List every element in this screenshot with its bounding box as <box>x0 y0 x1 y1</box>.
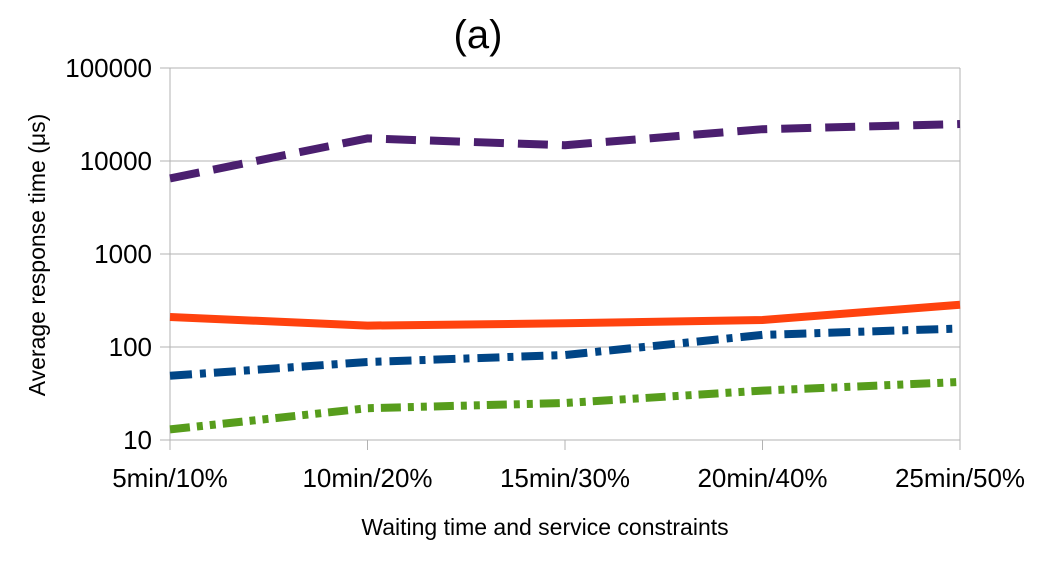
y-tick-label: 10000 <box>80 146 152 176</box>
series-line-2 <box>169 300 961 330</box>
x-tick-label: 25min/50% <box>895 463 1025 493</box>
grid <box>170 67 960 441</box>
x-axis-label: Waiting time and service constraints <box>361 514 728 540</box>
series-line-3 <box>169 324 961 380</box>
series-line-1 <box>169 120 961 183</box>
y-tick-label: 100 <box>109 332 152 362</box>
y-tick-label: 10 <box>123 425 152 455</box>
chart-title: (a) <box>454 13 503 57</box>
x-tick-label: 15min/30% <box>500 463 630 493</box>
y-axis-label: Average response time (μs) <box>24 114 50 397</box>
y-tick-label: 100000 <box>65 53 152 83</box>
x-tick-labels: 5min/10% 10min/20% 15min/30% 20min/40% 25min… <box>112 463 1025 493</box>
series-group <box>169 120 961 434</box>
y-tick-labels: 10 100 1000 10000 100000 <box>65 53 152 455</box>
y-tick-label: 1000 <box>94 239 152 269</box>
axes <box>160 67 961 450</box>
x-tick-label: 5min/10% <box>112 463 228 493</box>
x-tick-label: 10min/20% <box>302 463 432 493</box>
x-tick-label: 20min/40% <box>697 463 827 493</box>
series-line-4 <box>169 378 961 434</box>
